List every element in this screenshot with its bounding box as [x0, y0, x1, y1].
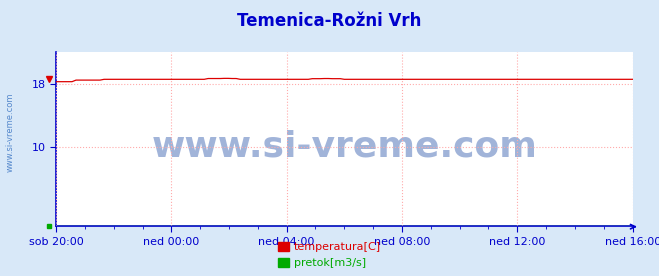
Legend: temperatura[C], pretok[m3/s]: temperatura[C], pretok[m3/s] [276, 240, 383, 270]
Text: Temenica-Rožni Vrh: Temenica-Rožni Vrh [237, 12, 422, 30]
Text: www.si-vreme.com: www.si-vreme.com [152, 129, 537, 163]
Text: www.si-vreme.com: www.si-vreme.com [5, 93, 14, 172]
